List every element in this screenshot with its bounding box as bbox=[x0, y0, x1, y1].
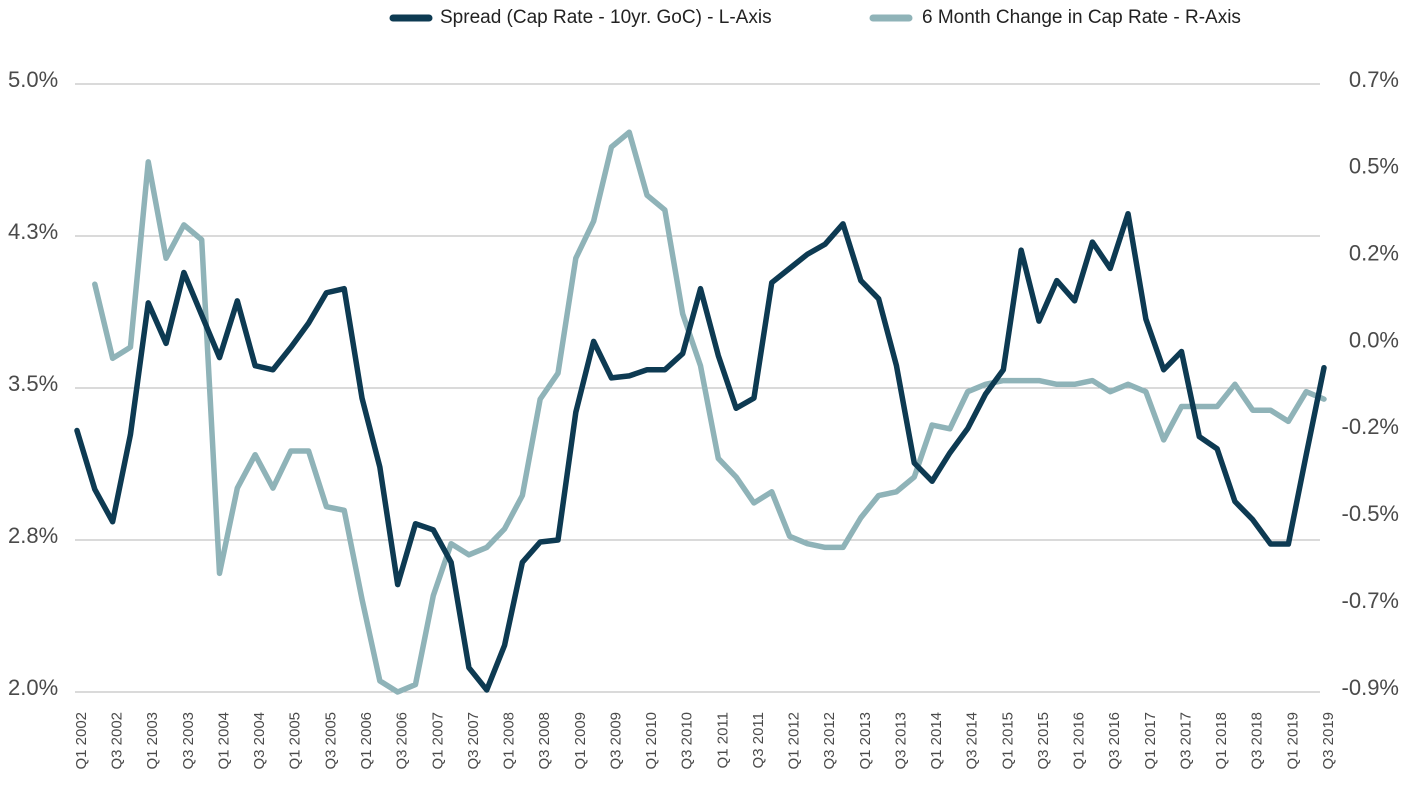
y2-tick-label: -0.9% bbox=[1342, 675, 1399, 700]
legend-label: Spread (Cap Rate - 10yr. GoC) - L-Axis bbox=[440, 7, 772, 28]
series-line bbox=[92, 129, 1327, 695]
x-tick-label: Q3 2005 bbox=[322, 712, 339, 770]
x-tick-label: Q1 2013 bbox=[857, 712, 874, 770]
x-tick-label: Q1 2015 bbox=[999, 712, 1016, 770]
y-tick-label: 2.8% bbox=[8, 523, 58, 548]
x-tick-label: Q1 2007 bbox=[429, 712, 446, 770]
x-tick-label: Q1 2010 bbox=[643, 712, 660, 770]
x-tick-label: Q3 2013 bbox=[892, 712, 909, 770]
x-tick-label: Q1 2009 bbox=[572, 712, 589, 770]
x-tick-label: Q1 2005 bbox=[287, 712, 304, 770]
x-tick-label: Q3 2010 bbox=[679, 712, 696, 770]
x-tick-label: Q3 2002 bbox=[109, 712, 126, 770]
x-tick-label: Q1 2016 bbox=[1071, 712, 1088, 770]
x-tick-label: Q1 2012 bbox=[786, 712, 803, 770]
x-tick-label: Q1 2003 bbox=[144, 712, 161, 770]
x-tick-label: Q1 2004 bbox=[215, 712, 232, 770]
series-line bbox=[74, 210, 1327, 693]
x-tick-label: Q3 2012 bbox=[821, 712, 838, 770]
x-tick-label: Q3 2015 bbox=[1035, 712, 1052, 770]
y-tick-label: 2.0% bbox=[8, 675, 58, 700]
x-tick-label: Q1 2002 bbox=[73, 712, 90, 770]
x-tick-label: Q3 2014 bbox=[964, 712, 981, 770]
legend-label: 6 Month Change in Cap Rate - R-Axis bbox=[922, 7, 1241, 28]
x-tick-label: Q1 2011 bbox=[714, 712, 731, 768]
y2-tick-label: -0.2% bbox=[1342, 414, 1399, 439]
x-tick-label: Q3 2006 bbox=[394, 712, 411, 770]
x-tick-label: Q3 2018 bbox=[1249, 712, 1266, 770]
x-tick-label: Q3 2007 bbox=[465, 712, 482, 770]
x-tick-label: Q1 2017 bbox=[1142, 712, 1159, 770]
x-tick-label: Q1 2014 bbox=[928, 712, 945, 770]
x-tick-label: Q3 2019 bbox=[1320, 712, 1337, 770]
x-tick-label: Q3 2003 bbox=[180, 712, 197, 770]
x-tick-label: Q3 2008 bbox=[536, 712, 553, 770]
y2-tick-label: 0.7% bbox=[1349, 67, 1399, 92]
x-tick-label: Q3 2011 bbox=[750, 712, 767, 768]
x-tick-label: Q1 2019 bbox=[1284, 712, 1301, 770]
x-tick-label: Q1 2008 bbox=[501, 712, 518, 770]
x-tick-label: Q1 2006 bbox=[358, 712, 375, 770]
y-tick-label: 5.0% bbox=[8, 67, 58, 92]
y2-tick-label: -0.7% bbox=[1342, 588, 1399, 613]
y2-tick-label: 0.0% bbox=[1349, 327, 1399, 352]
y2-tick-label: 0.2% bbox=[1349, 241, 1399, 266]
x-tick-label: Q1 2018 bbox=[1213, 712, 1230, 770]
x-tick-label: Q3 2009 bbox=[607, 712, 624, 770]
y2-tick-label: -0.5% bbox=[1342, 501, 1399, 526]
y-tick-label: 3.5% bbox=[8, 371, 58, 396]
x-tick-label: Q3 2016 bbox=[1106, 712, 1123, 770]
y-tick-label: 4.3% bbox=[8, 219, 58, 244]
y2-tick-label: 0.5% bbox=[1349, 154, 1399, 179]
x-tick-label: Q3 2004 bbox=[251, 712, 268, 770]
x-tick-label: Q3 2017 bbox=[1177, 712, 1194, 770]
